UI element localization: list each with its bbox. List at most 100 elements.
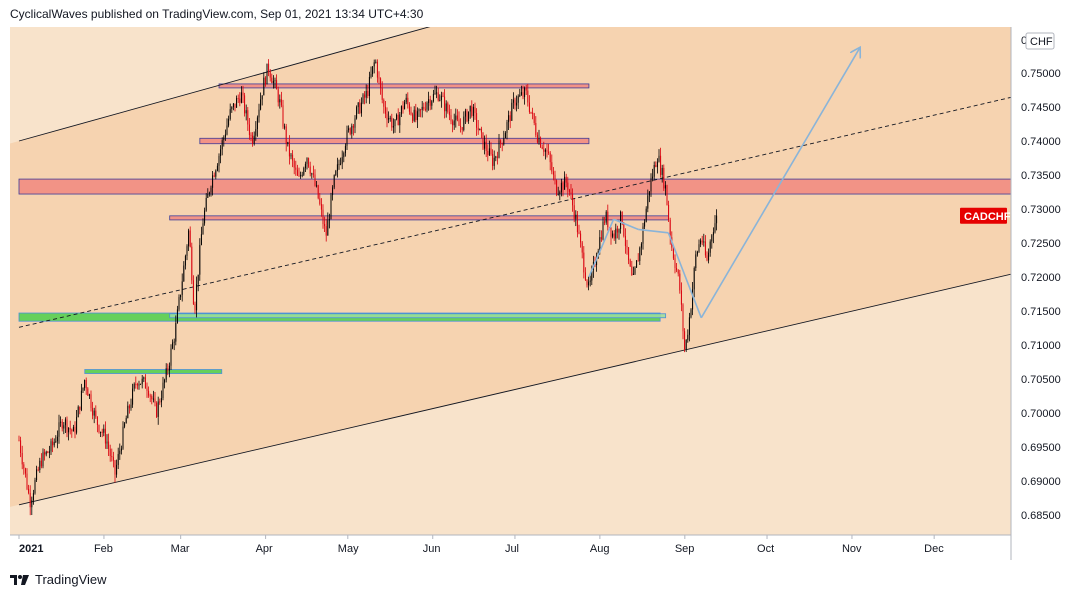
candle-body [477,127,479,131]
candle-body [615,228,617,239]
candle-body [20,440,22,453]
candle-body [386,113,388,120]
candle-body [456,115,458,120]
candle-body [679,273,681,291]
candle-body [272,80,274,84]
candle-body [567,182,569,190]
candle-body [690,309,692,318]
candle-body [620,211,622,229]
candle-body [501,143,503,145]
tradingview-brand[interactable]: TradingView [10,572,107,587]
candle-body [511,102,513,121]
candle-body [546,149,548,152]
candle-body [172,342,174,349]
candle-body [503,138,505,145]
candle-body [549,152,551,163]
candle-body [440,95,442,100]
candle-body [383,99,385,107]
candle-body [704,241,706,256]
candle-body [244,95,246,114]
support-zone-6 [169,313,667,319]
currency-box [1025,32,1055,50]
candle-body [170,348,172,366]
candle-body [18,440,20,442]
candle-body [674,258,676,269]
candle-body [482,132,484,149]
candle-body [509,115,511,121]
candle-body [103,428,105,433]
resistance-zone-2 [199,137,590,145]
candle-body [309,166,311,174]
candle-body [127,405,129,419]
candle-body [520,92,522,95]
candle-body [442,95,444,97]
candle-body [468,111,470,122]
candle-body [189,230,191,247]
candle-body [240,92,242,103]
candle-body [543,148,545,152]
channel-lower-line [18,273,1011,506]
symbol-badge [960,207,1007,224]
pattern-segment [613,218,639,231]
candle-body [160,397,162,403]
candle-body [616,228,618,233]
candle-body [360,102,362,114]
candle-body [130,404,132,409]
candle-body [642,226,644,244]
candle-body [668,204,670,220]
candle-body [271,77,273,84]
candle-body [632,273,634,276]
candle-body [152,398,154,400]
time-tick-label: Nov [842,543,862,555]
candle-body [621,211,623,224]
candle-body [629,260,631,267]
candle-body [96,416,98,426]
candle-body [237,98,239,100]
candle-body [256,117,258,130]
candle-body [424,108,426,110]
price-tick-label: 0.72500 [1021,238,1061,250]
candle-body [104,428,106,444]
candle-body [540,137,542,148]
channel-fill-group [10,27,1011,507]
candle-body [559,192,561,194]
candle-body [84,379,86,388]
time-axis[interactable]: 2021 Feb Mar Apr May Jun Jul Aug Sep Oct Nov Dec [18,535,944,555]
candle-body [436,92,438,94]
candle-body [68,427,70,433]
candle-body [612,233,614,237]
candle-body [40,460,42,467]
resistance-zone-3 [18,178,1011,195]
price-axis[interactable]: 0.75000 0.74500 0.74000 0.73500 0.73000 0.725… [1021,32,1061,522]
candle-body [420,109,422,111]
candle-body [284,126,286,128]
candle-body [98,425,100,433]
price-tick-label: 0.74000 [1021,136,1061,148]
candle-body [634,267,636,274]
candle-body [250,135,252,137]
candle-body [557,193,559,195]
candle-body [384,106,386,114]
trend-lines [18,27,1011,506]
candle-body [428,99,430,103]
candle-body [655,164,657,168]
candle-body [24,468,26,474]
candle-body [85,379,87,389]
candle-body [506,122,508,133]
candle-body [639,247,641,261]
candle-body [50,441,52,452]
candle-body [599,237,601,252]
candle-body [316,185,318,187]
candle-body [186,246,188,256]
candle-body [229,109,231,119]
candle-body [28,488,30,493]
candle-body [484,141,486,149]
plot-area[interactable] [18,15,1017,516]
candle-body [413,109,415,121]
candle-body [656,161,658,168]
candle-body [418,109,420,112]
candle-body [61,421,63,429]
candle-body [519,94,521,97]
candle-body [564,176,566,190]
